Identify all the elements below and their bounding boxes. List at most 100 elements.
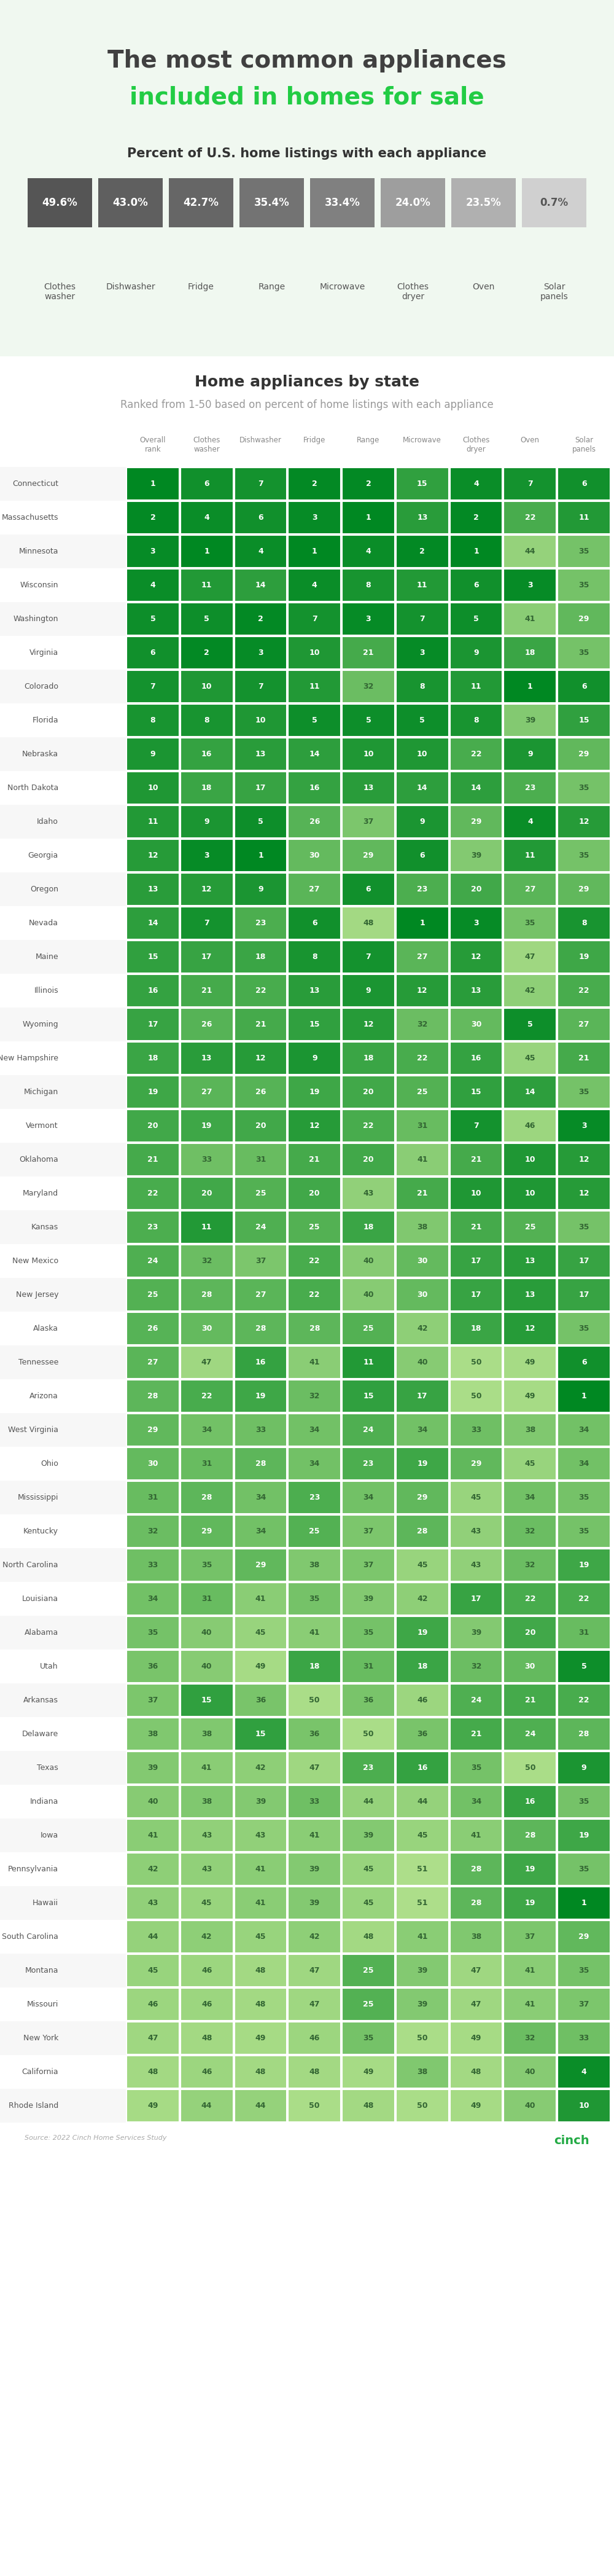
- Text: 31: 31: [417, 1121, 427, 1131]
- Text: 38: 38: [201, 1798, 212, 1806]
- Text: 49: 49: [525, 1391, 535, 1401]
- Bar: [503, 1448, 556, 1481]
- Text: 3: 3: [312, 513, 317, 520]
- Text: 12: 12: [578, 1190, 589, 1198]
- Bar: [396, 1515, 449, 1548]
- Text: 13: 13: [147, 886, 158, 894]
- Bar: [503, 1041, 556, 1074]
- Text: 6: 6: [204, 479, 209, 487]
- Text: 16: 16: [309, 783, 320, 791]
- Text: 27: 27: [578, 1020, 589, 1028]
- Text: 28: 28: [255, 1324, 266, 1332]
- Text: 48: 48: [255, 2069, 266, 2076]
- Text: 37: 37: [578, 2002, 589, 2009]
- Text: 5: 5: [312, 716, 317, 724]
- Text: 50: 50: [417, 2035, 428, 2043]
- Bar: [342, 840, 395, 871]
- Bar: [288, 773, 341, 804]
- Bar: [503, 2022, 556, 2056]
- Text: 12: 12: [363, 1020, 374, 1028]
- Bar: [288, 1347, 341, 1378]
- Bar: [98, 178, 163, 227]
- Text: 32: 32: [309, 1391, 320, 1401]
- Bar: [235, 2089, 287, 2123]
- Bar: [0, 1615, 126, 1649]
- Bar: [181, 2022, 233, 2056]
- Text: 17: 17: [471, 1291, 481, 1298]
- Text: 39: 39: [309, 1899, 320, 1906]
- Bar: [396, 1651, 449, 1682]
- Text: 15: 15: [578, 716, 589, 724]
- Bar: [126, 1752, 179, 1785]
- Bar: [342, 1785, 395, 1819]
- Bar: [396, 1211, 449, 1244]
- Text: 40: 40: [525, 2069, 535, 2076]
- Bar: [181, 502, 233, 533]
- Text: 46: 46: [201, 2002, 212, 2009]
- Bar: [342, 1414, 395, 1445]
- Text: 49: 49: [363, 2069, 374, 2076]
- Bar: [235, 636, 287, 670]
- Text: 18: 18: [309, 1662, 320, 1669]
- Text: 27: 27: [309, 886, 320, 894]
- Text: 48: 48: [309, 2069, 320, 2076]
- Bar: [396, 1718, 449, 1749]
- Text: The most common appliances: The most common appliances: [107, 49, 507, 72]
- Text: 38: 38: [147, 1731, 158, 1739]
- Text: Illinois: Illinois: [34, 987, 58, 994]
- Text: 3: 3: [366, 616, 371, 623]
- Bar: [558, 536, 610, 567]
- Text: 35: 35: [578, 1865, 589, 1873]
- Text: 25: 25: [309, 1528, 320, 1535]
- Text: 20: 20: [147, 1121, 158, 1131]
- Bar: [450, 1651, 502, 1682]
- Bar: [181, 1718, 233, 1749]
- Bar: [181, 1685, 233, 1716]
- Text: 23: 23: [255, 920, 266, 927]
- Text: 33: 33: [201, 1157, 212, 1164]
- Bar: [450, 2089, 502, 2123]
- Text: 18: 18: [147, 1054, 158, 1061]
- Text: 46: 46: [201, 2069, 212, 2076]
- Bar: [342, 1007, 395, 1041]
- Bar: [450, 974, 502, 1007]
- Text: 38: 38: [525, 1427, 535, 1435]
- Bar: [235, 1007, 287, 1041]
- Bar: [235, 1177, 287, 1211]
- Bar: [450, 1077, 502, 1108]
- Text: 10: 10: [525, 1157, 535, 1164]
- Bar: [235, 569, 287, 600]
- Text: 29: 29: [255, 1561, 266, 1569]
- Bar: [396, 1311, 449, 1345]
- Bar: [235, 873, 287, 907]
- Text: 35: 35: [201, 1561, 212, 1569]
- Text: 1: 1: [473, 546, 479, 556]
- Bar: [396, 1922, 449, 1953]
- Bar: [0, 1074, 126, 1108]
- Bar: [181, 1414, 233, 1445]
- Bar: [181, 1989, 233, 2020]
- Text: 20: 20: [471, 886, 481, 894]
- Text: 47: 47: [525, 953, 535, 961]
- Text: Montana: Montana: [25, 1965, 58, 1976]
- Bar: [288, 1685, 341, 1716]
- Bar: [558, 1852, 610, 1886]
- Text: 17: 17: [471, 1595, 481, 1602]
- Text: 2: 2: [366, 479, 371, 487]
- Bar: [503, 502, 556, 533]
- Bar: [126, 2056, 179, 2089]
- Text: 30: 30: [417, 1257, 427, 1265]
- Text: 41: 41: [309, 1358, 320, 1365]
- Text: North Dakota: North Dakota: [7, 783, 58, 791]
- Bar: [396, 907, 449, 940]
- Text: Massachusetts: Massachusetts: [1, 513, 58, 520]
- Text: 7: 7: [258, 479, 263, 487]
- Text: 14: 14: [255, 582, 266, 590]
- Bar: [503, 1414, 556, 1445]
- Bar: [181, 1278, 233, 1311]
- Bar: [450, 1177, 502, 1211]
- Text: 31: 31: [201, 1461, 212, 1468]
- Bar: [450, 1955, 502, 1986]
- Bar: [558, 703, 610, 737]
- Text: 49: 49: [471, 2035, 481, 2043]
